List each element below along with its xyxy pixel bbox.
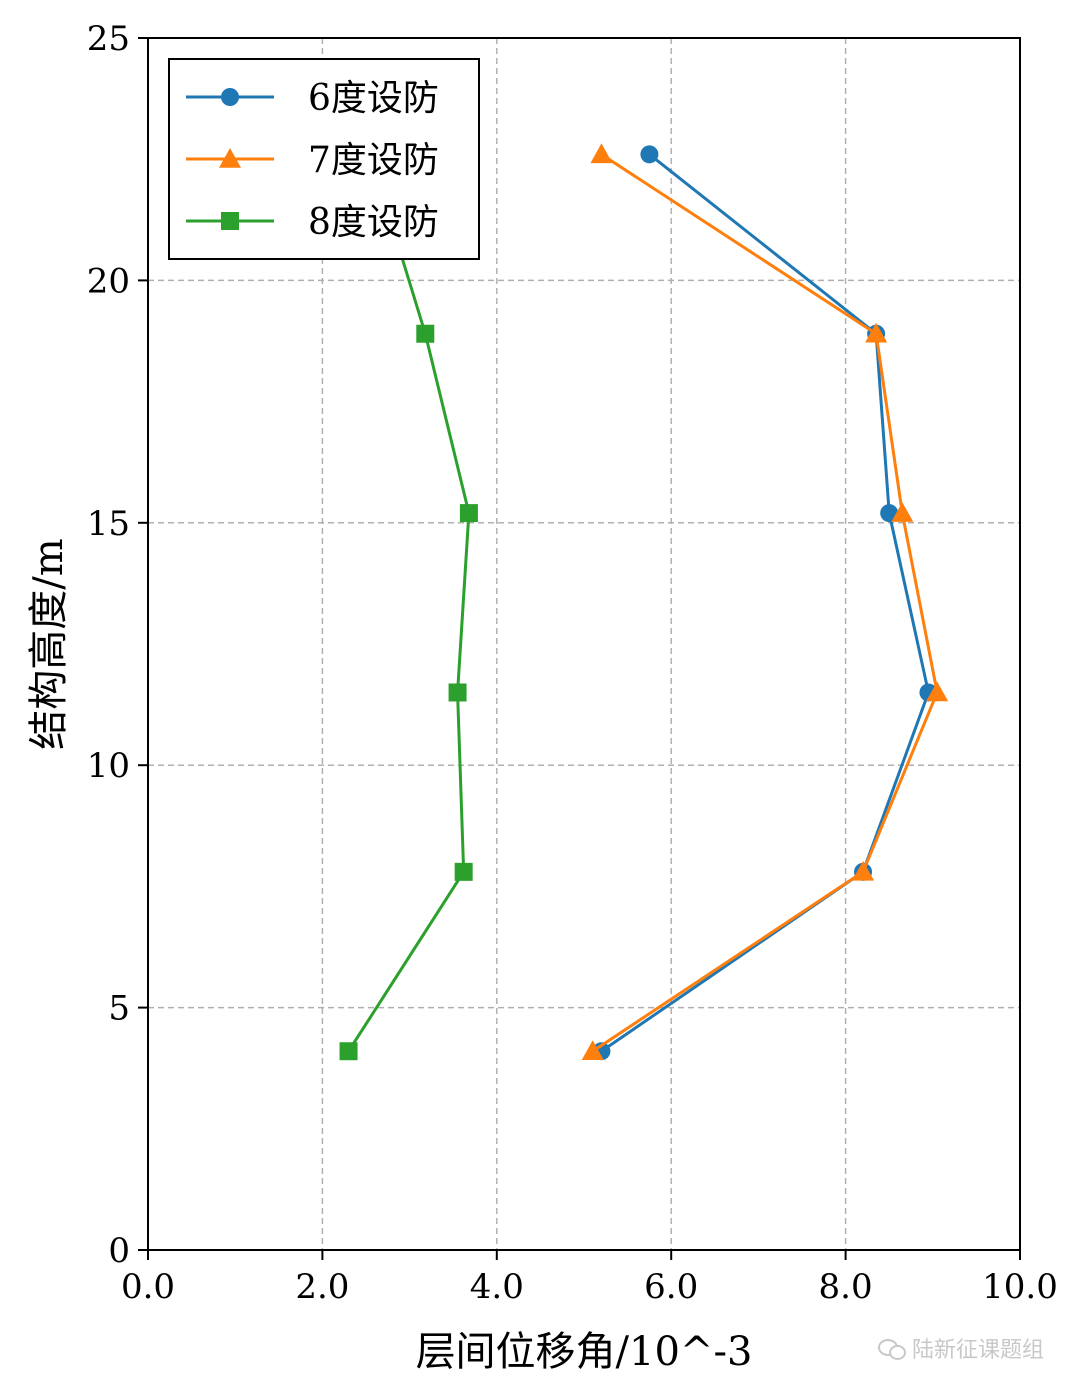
y-tick-label: 20: [87, 261, 130, 301]
y-axis-label: 结构高度/m: [26, 538, 72, 749]
series-line: [591, 153, 939, 1053]
series-1: [592, 145, 938, 1061]
data-point: [454, 862, 473, 881]
x-tick-label: 4.0: [470, 1267, 524, 1307]
x-tick-label: 2.0: [295, 1267, 349, 1307]
y-tick-label: 5: [108, 989, 130, 1029]
legend-marker: [221, 212, 239, 230]
legend-marker: [219, 148, 241, 168]
y-tick-label: 25: [87, 19, 130, 59]
data-point: [852, 860, 875, 881]
series-3: [339, 145, 478, 1061]
wechat-icon: [877, 1337, 906, 1360]
legend-marker: [221, 88, 239, 106]
x-tick-label: 6.0: [644, 1267, 698, 1307]
y-tick-label: 0: [108, 1231, 130, 1271]
data-point: [926, 681, 949, 702]
data-point: [891, 502, 914, 522]
data-point: [581, 1040, 604, 1061]
legend-label: 8度设防: [308, 202, 439, 243]
watermark-text: 陆新征课题组: [911, 1338, 1044, 1363]
series-2: [581, 143, 949, 1061]
data-point: [590, 143, 613, 164]
y-tick-label: 10: [87, 746, 130, 786]
y-tick-label: 15: [87, 504, 130, 544]
x-axis-label: 层间位移角/10^-3: [416, 1329, 753, 1375]
data-point: [865, 322, 888, 343]
data-point: [339, 1042, 358, 1061]
legend-label: 6度设防: [308, 78, 439, 119]
legend: 6度设防 7度设防 8度设防: [168, 58, 480, 260]
grid-lines: [148, 38, 1020, 1250]
axis-ticks: 0.0 2.0 4.0 6.0 8.0 10.0 0 5 10 15 20 25: [87, 19, 1058, 1307]
series-line: [347, 153, 471, 1053]
x-tick-label: 0.0: [121, 1267, 175, 1307]
legend-label: 7度设防: [308, 140, 439, 181]
x-tick-label: 8.0: [819, 1267, 873, 1307]
series-layer: [339, 143, 949, 1061]
legend-item: 6度设防: [186, 78, 439, 119]
x-tick-label: 10.0: [982, 1267, 1058, 1307]
data-point: [640, 145, 659, 164]
data-point: [416, 324, 435, 343]
plot-frame: [147, 37, 1021, 1251]
legend-item: 8度设防: [186, 202, 439, 243]
data-point: [448, 683, 467, 702]
series-line: [600, 153, 930, 1053]
legend-item: 7度设防: [186, 140, 439, 181]
watermark: 陆新征课题组: [877, 1332, 1044, 1364]
data-point: [459, 504, 478, 523]
